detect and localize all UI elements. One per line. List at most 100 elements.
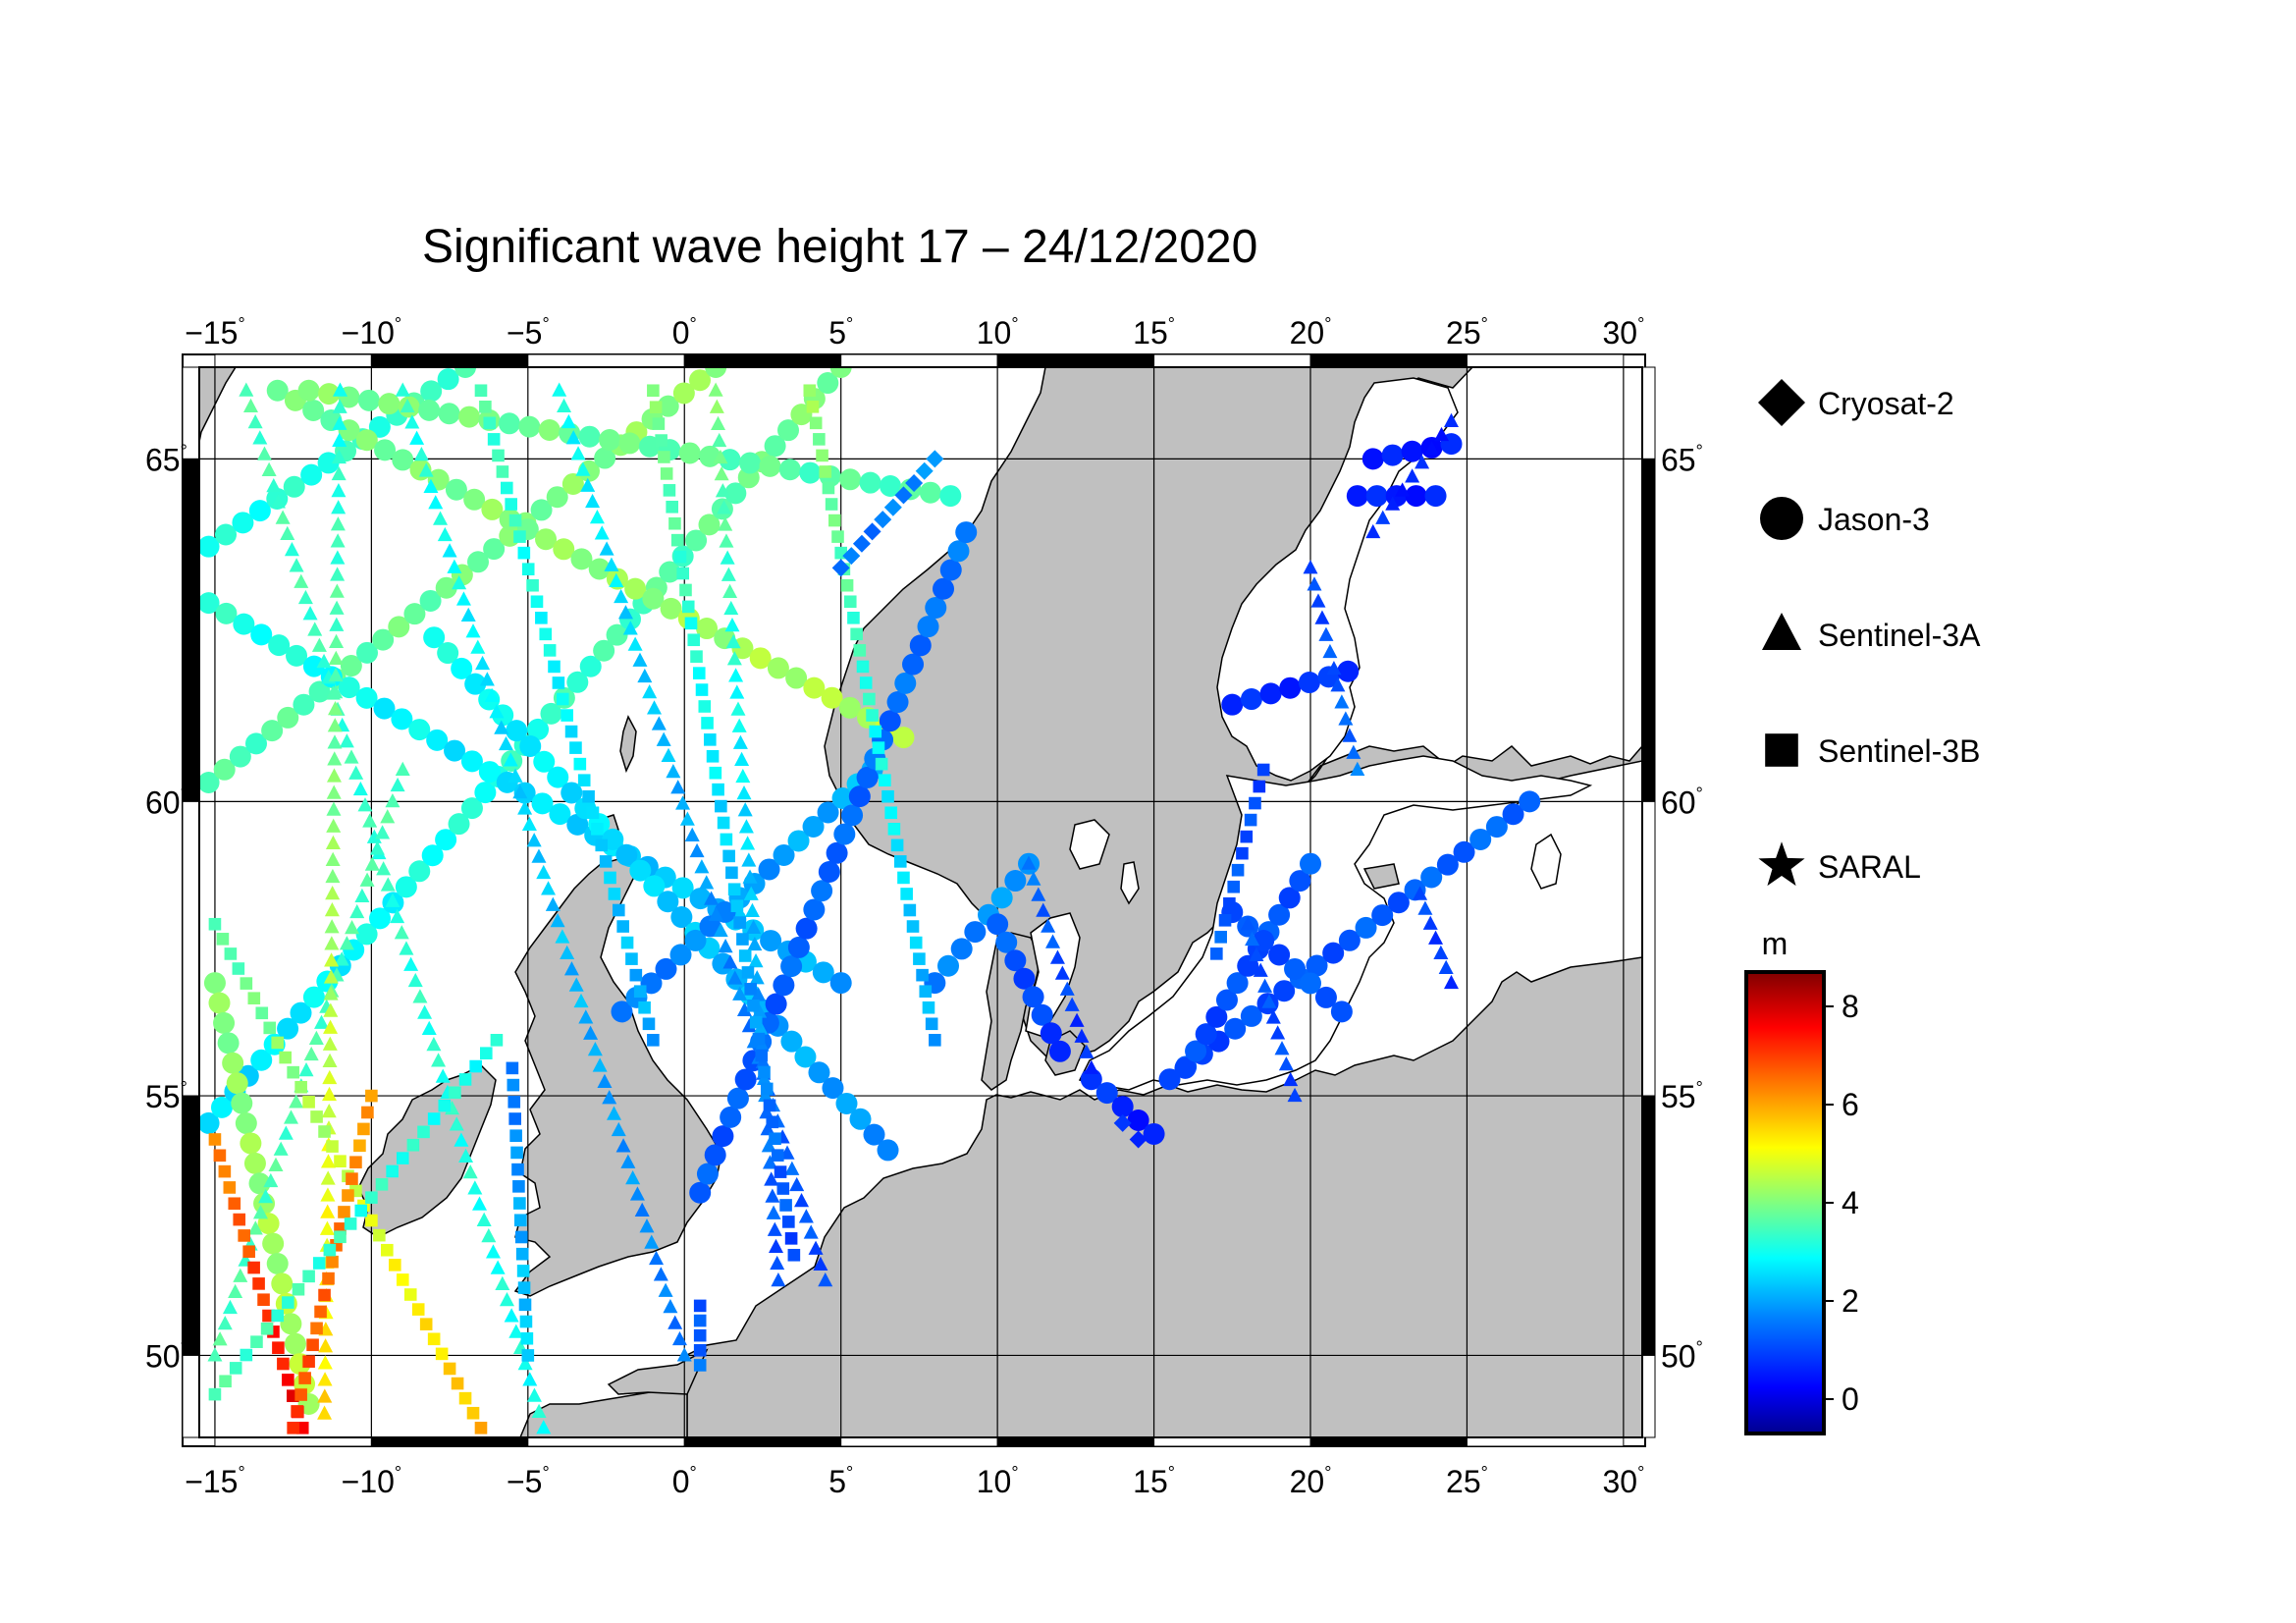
track-point-circle [1048, 1040, 1071, 1062]
track-point-triangle [339, 936, 354, 950]
track-point-square [774, 1165, 787, 1178]
track-point-diamond [1113, 1113, 1132, 1132]
track-point-circle [925, 596, 947, 619]
track-point-square [727, 883, 741, 896]
track-point-circle [833, 823, 856, 845]
track-point-square [599, 855, 613, 868]
track-point-square [310, 1322, 323, 1335]
track-point-triangle [421, 1020, 437, 1035]
track-point-square [228, 1197, 241, 1211]
track-point-square [733, 916, 746, 929]
track-point-triangle [713, 449, 728, 464]
track-point-square [513, 530, 526, 543]
track-point-circle [538, 418, 561, 441]
track-point-triangle [490, 1260, 506, 1274]
track-point-circle [659, 561, 681, 583]
track-point-circle [794, 1046, 817, 1068]
track-point-triangle [303, 1046, 319, 1061]
track-point-circle [243, 1152, 266, 1174]
gulf-of-bothnia-water [1216, 377, 1459, 782]
track-point-square [879, 774, 891, 786]
track-point-triangle [449, 1116, 464, 1131]
track-point-square [403, 1288, 417, 1301]
track-point-circle [426, 729, 449, 751]
track-point-circle [280, 1313, 302, 1335]
track-point-square [365, 1191, 378, 1204]
track-point-square [323, 1243, 337, 1257]
track-point-square [271, 1309, 285, 1323]
track-point-square [638, 1001, 651, 1014]
track-point-triangle [317, 1372, 333, 1386]
track-point-square [670, 533, 684, 547]
track-point-square [595, 839, 609, 852]
track-point-circle [726, 1087, 749, 1109]
track-point-square [929, 1034, 941, 1047]
track-point-triangle [322, 1053, 338, 1068]
track-point-circle [1330, 1001, 1353, 1023]
track-point-circle [950, 938, 973, 960]
track-point-triangle [328, 683, 344, 699]
track-point-square [279, 1051, 292, 1064]
track-point-circle [286, 644, 308, 667]
track-point-circle [894, 672, 917, 694]
track-point-circle [964, 921, 987, 944]
track-point-triangle [676, 1347, 692, 1362]
track-point-triangle [651, 716, 667, 730]
track-point-triangle [275, 510, 291, 524]
track-point-triangle [675, 795, 691, 810]
track-point-triangle [380, 809, 396, 824]
track-point-circle [812, 961, 834, 984]
track-point-triangle [326, 818, 342, 833]
track-point-circle [463, 488, 486, 511]
track-point-square [681, 600, 695, 614]
track-point-circle [553, 538, 575, 561]
track-point-triangle [699, 875, 715, 890]
track-point-circle [408, 719, 431, 741]
track-point-circle [859, 471, 881, 494]
track-point-circle [672, 382, 695, 405]
track-point-triangle [320, 1204, 336, 1218]
track-point-square [295, 1422, 309, 1434]
border-segment-top [996, 353, 1155, 368]
track-point-circle [451, 657, 473, 679]
track-point-circle [1268, 944, 1291, 966]
track-point-circle [802, 815, 825, 838]
track-point-circle [803, 898, 826, 921]
track-point-circle [373, 697, 396, 720]
track-point-circle [767, 657, 789, 679]
track-point-triangle [620, 1154, 636, 1168]
track-point-triangle [1287, 1087, 1303, 1103]
track-point-circle [458, 406, 481, 428]
track-point-triangle [332, 399, 347, 413]
track-point-triangle [684, 827, 700, 841]
track-point-circle [849, 1108, 872, 1130]
border-segment-bottom [683, 1436, 842, 1447]
legend-item: Sentinel-3A [1762, 613, 1981, 653]
track-point-triangle [770, 1255, 785, 1271]
track-point-square [535, 612, 548, 624]
track-point-circle [403, 603, 426, 625]
track-point-circle [688, 369, 711, 392]
track-point-triangle [642, 684, 658, 699]
track-point-square [548, 660, 561, 674]
track-point-square [573, 757, 587, 771]
track-point-circle [829, 367, 852, 378]
track-point-square [506, 1061, 519, 1075]
track-point-square [419, 1318, 433, 1330]
track-point-triangle [517, 1356, 533, 1371]
track-point-square [510, 1146, 523, 1160]
lake-ladoga-water [1530, 833, 1562, 890]
track-point-triangle [1265, 1009, 1281, 1024]
track-point-triangle [732, 734, 748, 749]
track-point-triangle [735, 768, 751, 784]
track-point-triangle [592, 1057, 608, 1072]
latitude-label: 55° [1661, 1078, 1703, 1114]
track-point-triangle [324, 919, 340, 934]
track-point-circle [454, 367, 477, 378]
track-point-triangle [322, 1086, 338, 1102]
circle-icon [1760, 497, 1803, 540]
track-point-square [518, 1298, 532, 1312]
track-point-triangle [725, 634, 741, 649]
track-point-circle [392, 449, 414, 471]
track-point-diamond [894, 486, 913, 505]
